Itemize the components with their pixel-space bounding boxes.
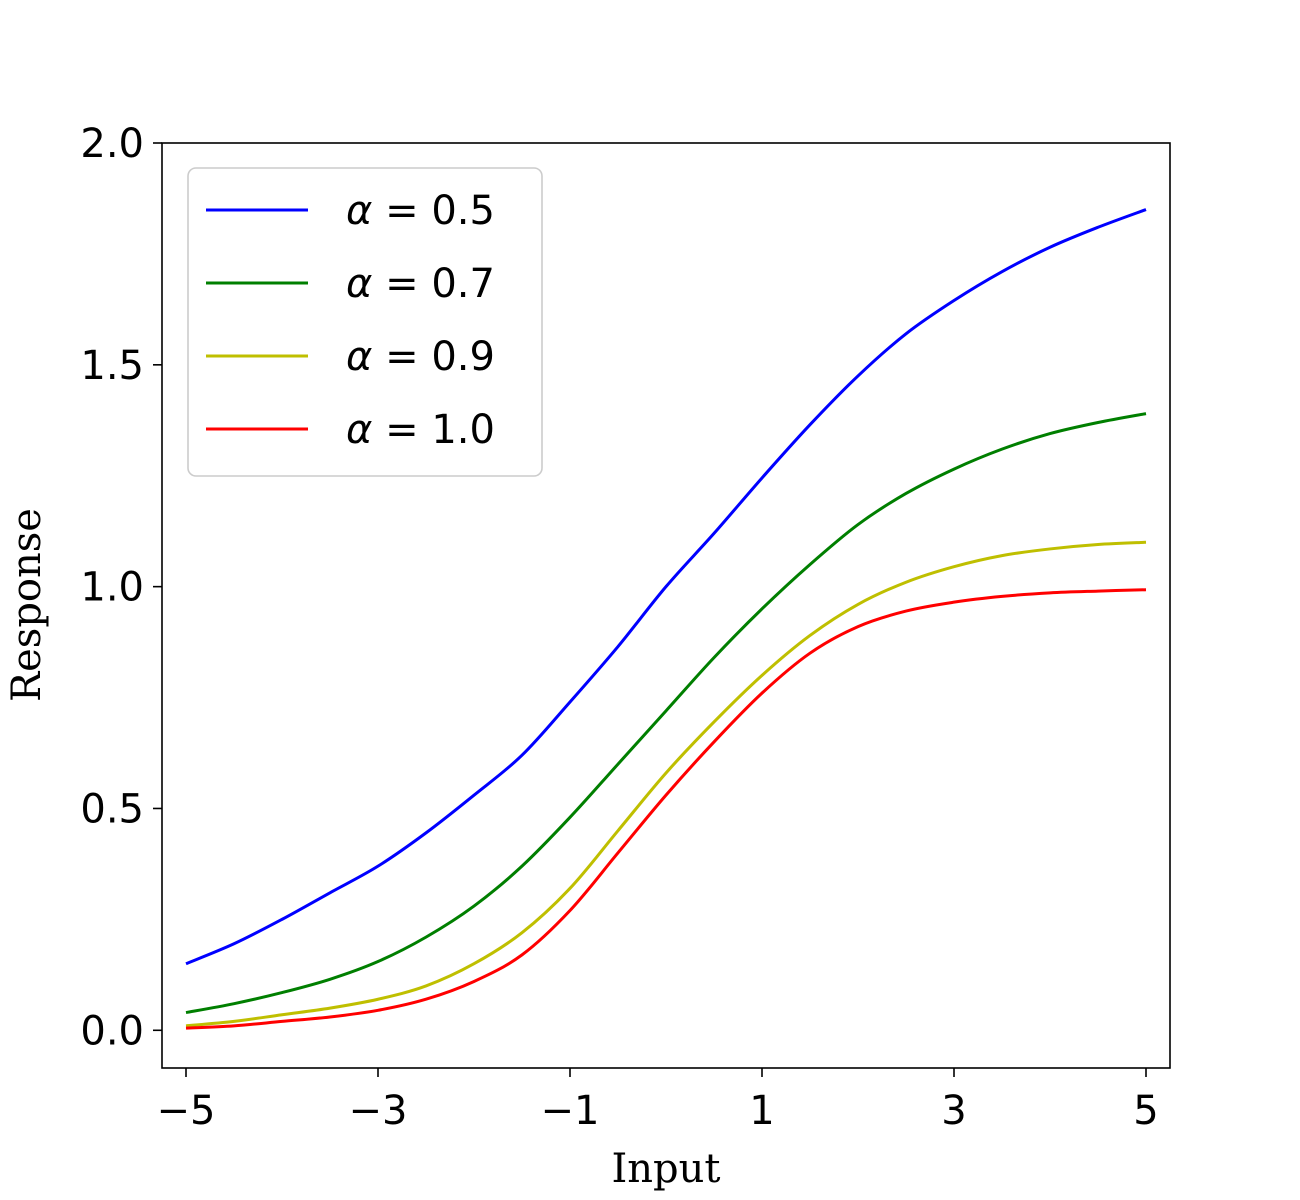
y-tick-label: 0.0 [80,1008,144,1054]
legend-label: α = 0.7 [346,261,495,307]
legend-label-value: = 0.5 [372,188,495,234]
series-line-3 [185,588,1147,1030]
legend-item: α = 1.0 [206,407,495,453]
series-line-1 [185,412,1147,1015]
x-axis-label: Input [611,1146,720,1192]
legend-label-value: = 1.0 [372,407,495,453]
legend: α = 0.5α = 0.7α = 0.9α = 1.0 [187,167,543,477]
legend-label-value: = 0.9 [372,334,495,380]
y-axis-ticks: 0.0 0.5 1.0 1.5 2.0 [80,121,162,1054]
x-tick-label: −5 [157,1088,216,1134]
legend-label: α = 0.9 [346,334,495,380]
legend-label-greek: α [346,407,372,453]
legend-label: α = 1.0 [346,407,495,453]
y-tick-label: 1.0 [80,565,144,611]
y-tick-label: 2.0 [80,121,144,167]
plot-frame [161,142,1171,1069]
legend-label-greek: α [346,334,372,380]
series-line-0 [185,208,1147,966]
y-tick-label: 0.5 [80,786,144,832]
series-line-2 [185,540,1147,1028]
y-axis-label: Response [4,508,50,702]
x-tick-label: 5 [1133,1088,1158,1134]
legend-label: α = 0.5 [346,188,495,234]
series-layer [185,208,1147,1030]
legend-label-greek: α [346,188,372,234]
x-tick-label: −3 [349,1088,408,1134]
x-tick-label: −1 [541,1088,600,1134]
legend-label-greek: α [346,261,372,307]
x-axis-ticks: −5 −3 −1 1 3 5 [157,1068,1159,1134]
legend-box [187,167,543,477]
x-tick-label: 3 [941,1088,966,1134]
legend-item: α = 0.9 [206,334,495,380]
y-tick-label: 1.5 [80,343,144,389]
legend-item: α = 0.5 [206,188,495,234]
legend-label-value: = 0.7 [372,261,495,307]
legend-item: α = 0.7 [206,261,495,307]
legend-items: α = 0.5α = 0.7α = 0.9α = 1.0 [206,188,495,453]
x-tick-label: 1 [749,1088,774,1134]
